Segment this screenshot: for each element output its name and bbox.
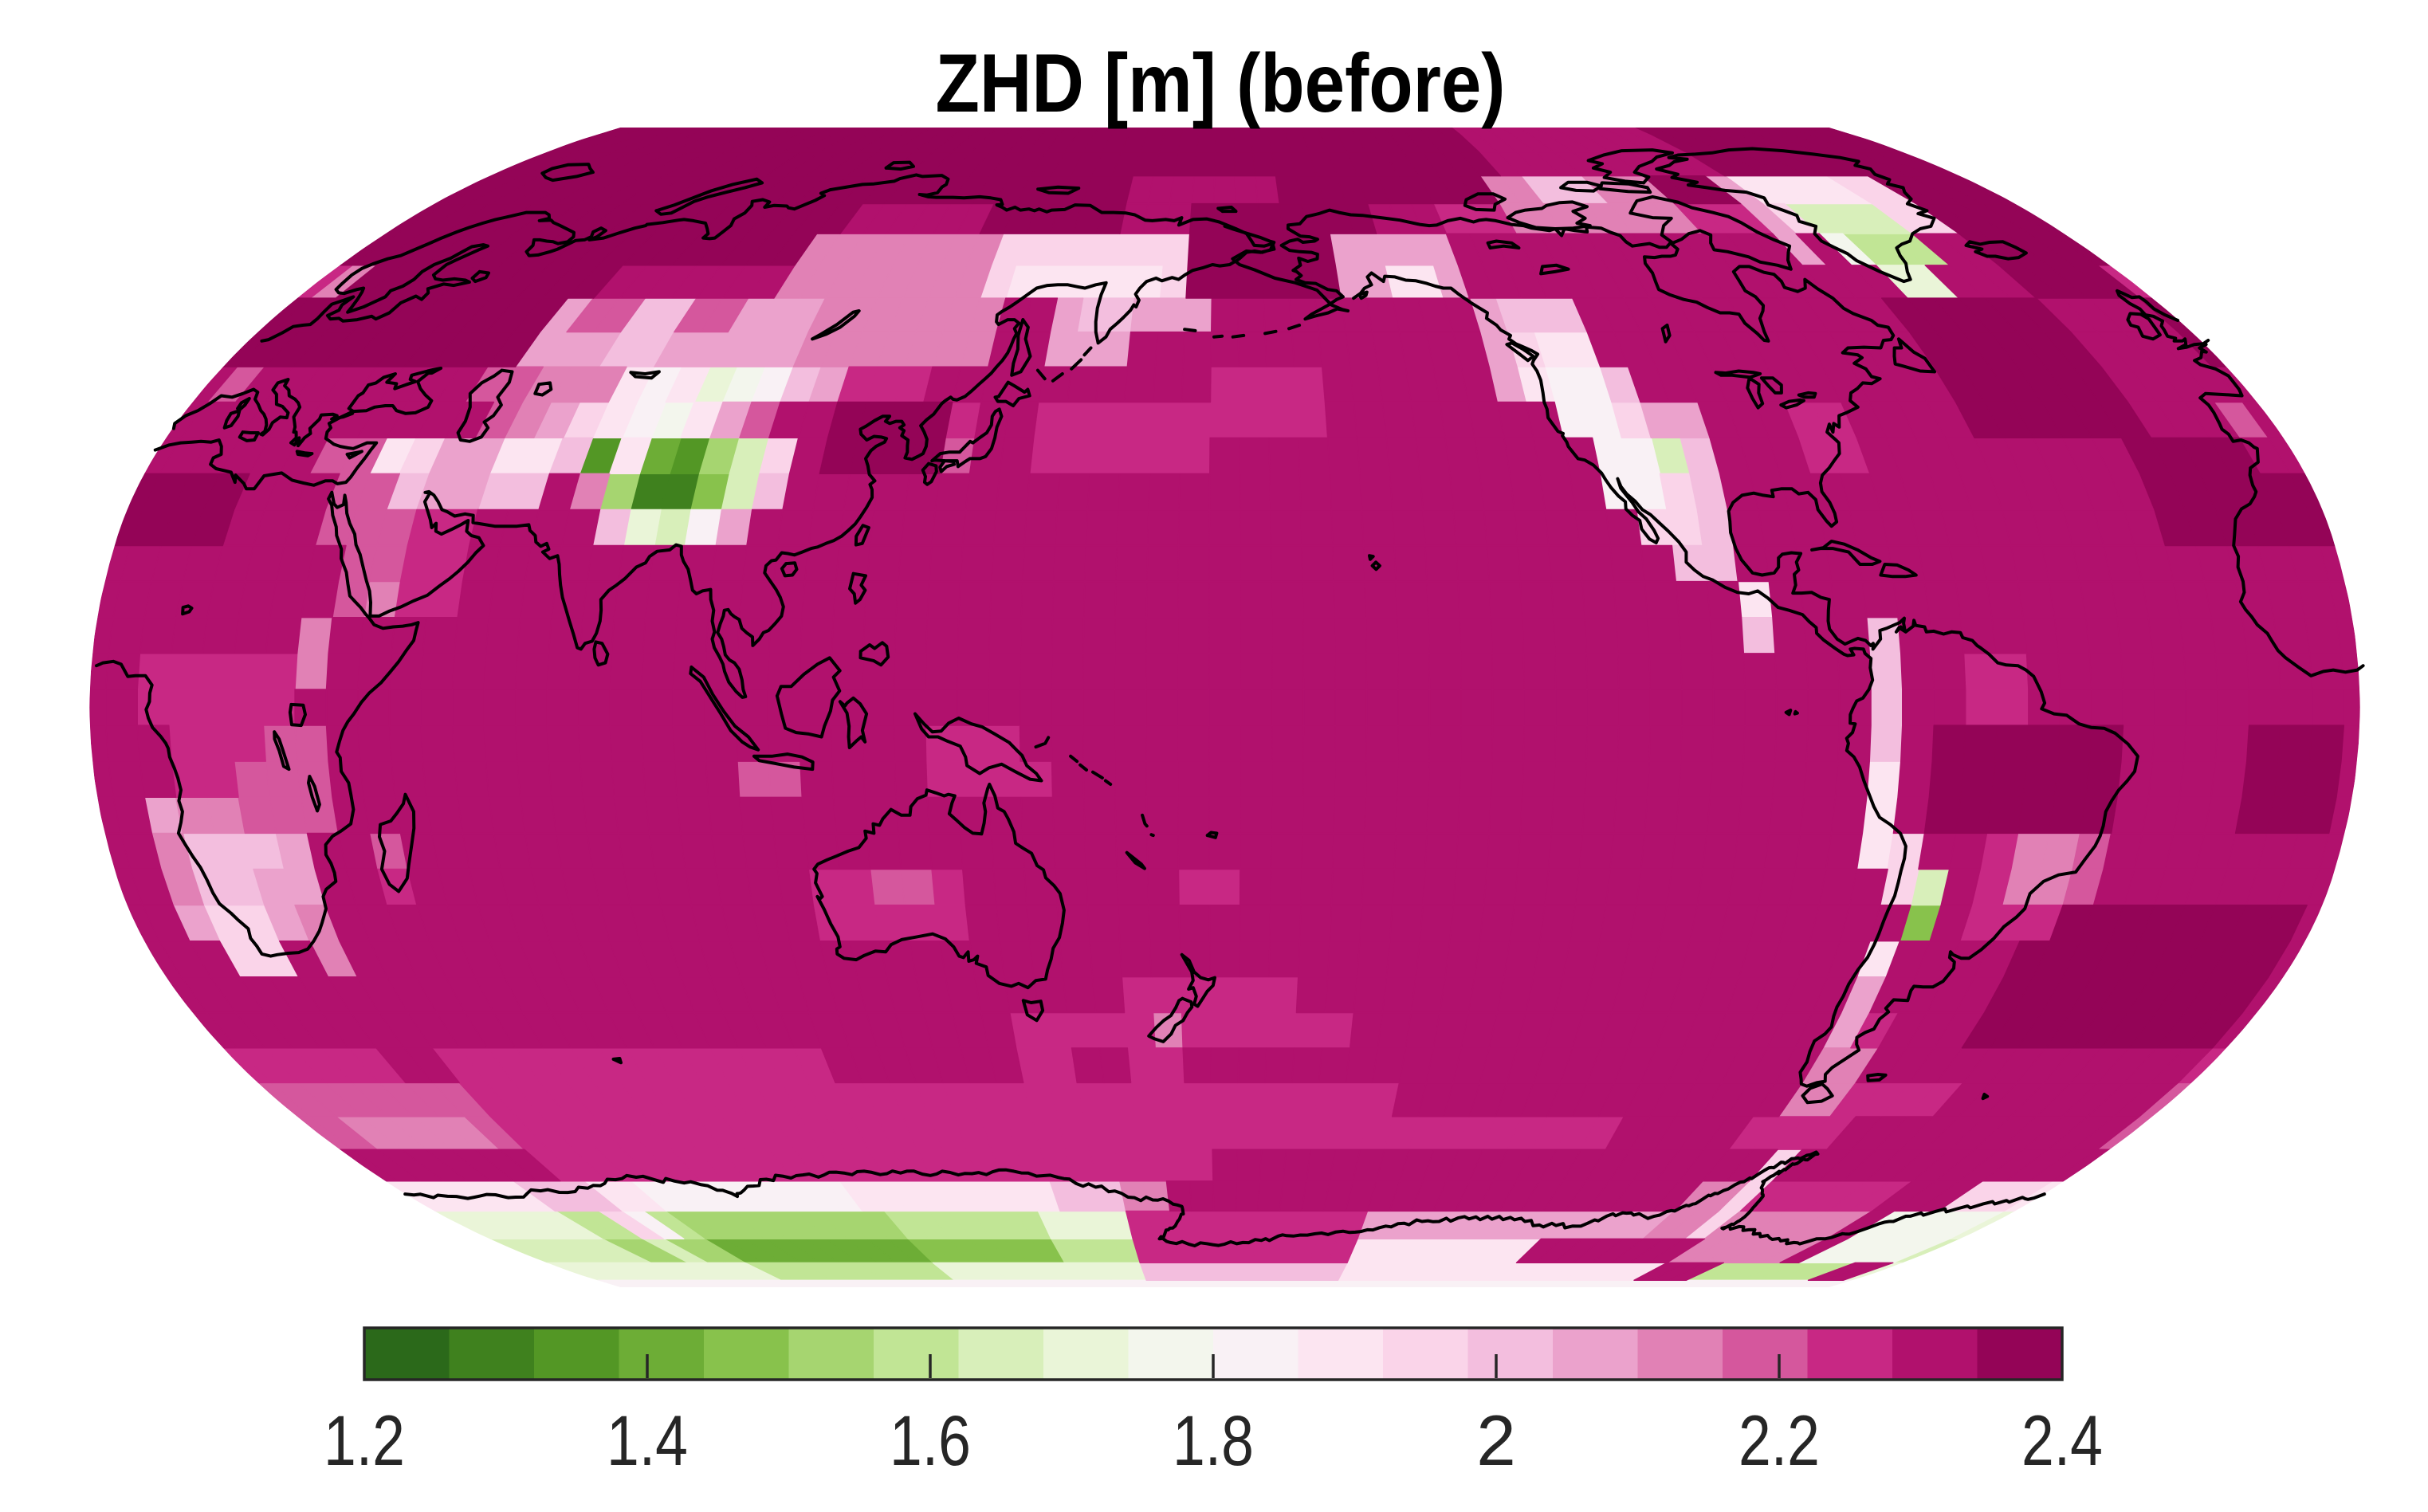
- svg-text:1.8: 1.8: [1173, 1400, 1254, 1480]
- svg-text:2: 2: [1476, 1400, 1516, 1480]
- svg-text:2.2: 2.2: [1738, 1400, 1820, 1480]
- svg-text:2.4: 2.4: [2021, 1400, 2103, 1480]
- svg-text:1.6: 1.6: [890, 1400, 971, 1480]
- svg-text:1.4: 1.4: [607, 1400, 688, 1480]
- svg-text:1.2: 1.2: [324, 1400, 405, 1480]
- svg-text:ZHD [m] (before): ZHD [m] (before): [936, 37, 1506, 130]
